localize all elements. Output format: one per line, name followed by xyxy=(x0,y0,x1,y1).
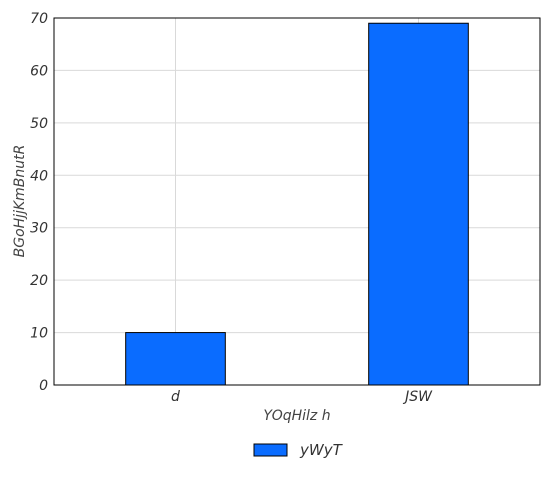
x-tick-labels: d JSW xyxy=(171,389,433,405)
legend: yWyT xyxy=(253,441,344,459)
x-tick-label: d xyxy=(171,389,180,405)
x-tick-label: JSW xyxy=(402,389,433,405)
y-tick-label: 60 xyxy=(30,63,48,79)
y-tick-label: 70 xyxy=(30,11,48,27)
bar-jsw xyxy=(368,22,469,386)
bar-d xyxy=(125,332,226,386)
legend-swatch xyxy=(253,443,288,457)
y-tick-label: 20 xyxy=(30,273,48,289)
y-tick-label: 50 xyxy=(30,116,48,132)
x-axis-label: YOqHilz h xyxy=(263,408,330,424)
y-tick-label: 10 xyxy=(30,326,48,342)
y-axis-label: BGoHjjKmBnutR xyxy=(12,145,28,258)
plot-frame xyxy=(53,17,541,386)
y-tick-label: 0 xyxy=(39,378,48,394)
y-tick-labels: 0 10 20 30 40 50 60 70 xyxy=(30,11,48,394)
y-tick-label: 40 xyxy=(30,168,48,184)
legend-label: yWyT xyxy=(299,441,344,459)
y-tick-label: 30 xyxy=(30,221,48,237)
bars xyxy=(125,22,469,386)
